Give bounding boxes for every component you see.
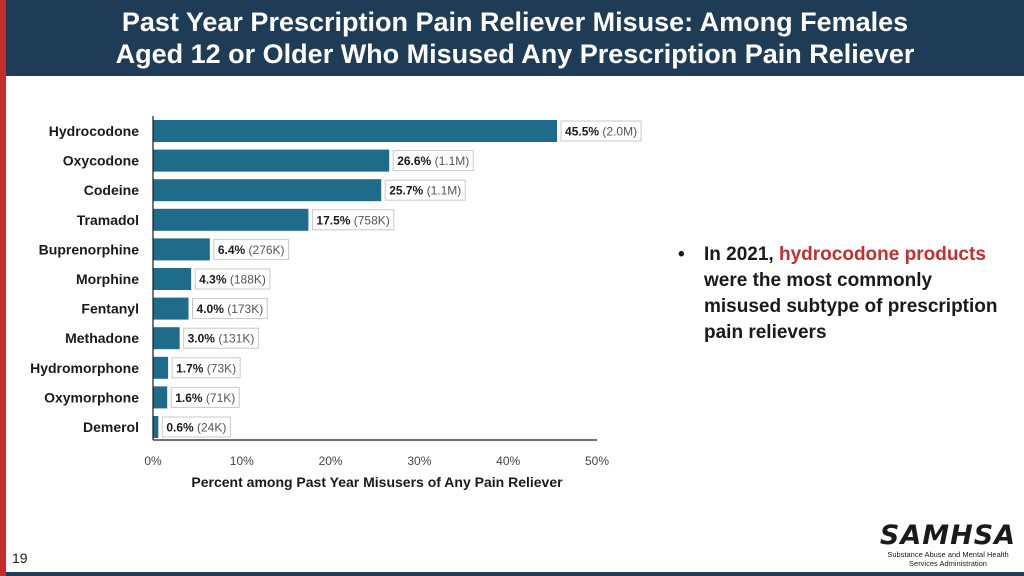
bullet-prefix: In 2021,: [704, 244, 779, 265]
data-label-percent-buprenorphine: 6.4%: [218, 243, 246, 257]
slide-header: Past Year Prescription Pain Reliever Mis…: [6, 0, 1024, 76]
category-label-tramadol: Tramadol: [77, 212, 139, 228]
bar-methadone: [153, 327, 180, 350]
data-label-percent-oxycodone: 26.6%: [397, 154, 431, 168]
logo-wordmark: SAMHSA: [879, 520, 1017, 551]
data-label-box-hydromorphone: [171, 357, 241, 379]
category-label-codeine: Codeine: [84, 182, 139, 198]
bottom-rule: [6, 572, 1024, 576]
data-label-count-oxymorphone: (71K): [203, 391, 236, 405]
bar-oxycodone: [153, 149, 390, 172]
x-tick-label-30: 30%: [407, 454, 431, 468]
data-label-morphine: 4.3% (188K): [199, 273, 266, 287]
data-label-box-demerol: [161, 416, 231, 438]
logo-tagline-line-1: Substance Abuse and Mental Health: [887, 550, 1009, 559]
category-label-fentanyl: Fentanyl: [81, 301, 139, 317]
x-tick-label-10: 10%: [230, 454, 254, 468]
data-label-percent-methadone: 3.0%: [188, 332, 216, 346]
bar-codeine: [153, 179, 382, 202]
data-label-box-methadone: [183, 327, 259, 349]
data-label-percent-hydrocodone: 45.5%: [565, 125, 599, 139]
slide-number: 19: [12, 550, 28, 566]
data-label-percent-codeine: 25.7%: [389, 184, 423, 198]
bar-demerol: [153, 416, 159, 438]
data-label-count-hydrocodone: (2.0M): [599, 125, 637, 139]
key-finding-bullet: • In 2021, hydrocodone products were the…: [678, 242, 1008, 346]
data-label-count-tramadol: (758K): [350, 213, 389, 227]
data-label-percent-morphine: 4.3%: [199, 273, 227, 287]
data-label-box-oxycodone: [392, 150, 474, 172]
data-label-percent-demerol: 0.6%: [166, 421, 194, 435]
category-label-hydromorphone: Hydromorphone: [30, 360, 139, 376]
data-label-box-oxymorphone: [170, 386, 240, 408]
bullet-text: In 2021, hydrocodone products were the m…: [704, 242, 1008, 346]
category-label-morphine: Morphine: [76, 271, 139, 287]
bullet-dot: •: [678, 244, 685, 265]
data-label-box-buprenorphine: [213, 238, 290, 260]
bar-tramadol: [153, 208, 309, 231]
data-label-percent-tramadol: 17.5%: [316, 213, 350, 227]
data-label-count-demerol: (24K): [194, 421, 227, 435]
data-label-oxycodone: 26.6% (1.1M): [397, 154, 469, 168]
bar-morphine: [153, 268, 192, 290]
data-label-buprenorphine: 6.4% (276K): [218, 243, 285, 257]
logo-tagline-line-2: Services Administration: [909, 559, 987, 568]
bullet-highlight: hydrocodone products: [779, 244, 986, 265]
category-label-buprenorphine: Buprenorphine: [39, 241, 140, 257]
data-label-count-methadone: (131K): [215, 332, 254, 346]
data-label-box-morphine: [194, 268, 271, 290]
data-label-fentanyl: 4.0% (173K): [197, 302, 264, 316]
data-label-percent-fentanyl: 4.0%: [197, 302, 225, 316]
data-label-hydromorphone: 1.7% (73K): [176, 361, 236, 375]
data-label-count-oxycodone: (1.1M): [431, 154, 469, 168]
x-tick-label-50: 50%: [585, 454, 609, 468]
bar-hydromorphone: [153, 356, 169, 379]
slide-title-line-1: Past Year Prescription Pain Reliever Mis…: [121, 7, 909, 37]
category-label-demerol: Demerol: [83, 419, 139, 435]
left-accent-bar: [0, 0, 6, 576]
data-label-tramadol: 17.5% (758K): [316, 213, 389, 227]
bar-hydrocodone: [153, 120, 558, 142]
data-label-box-fentanyl: [192, 298, 268, 320]
data-label-methadone: 3.0% (131K): [188, 332, 255, 346]
data-label-oxymorphone: 1.6% (71K): [175, 391, 235, 405]
bar-buprenorphine: [153, 238, 210, 261]
data-label-count-hydromorphone: (73K): [203, 361, 236, 375]
bullet-suffix: were the most commonly misused subtype o…: [704, 270, 998, 343]
data-label-box-tramadol: [311, 209, 395, 231]
category-label-oxycodone: Oxycodone: [63, 153, 139, 169]
data-label-percent-oxymorphone: 1.6%: [175, 391, 203, 405]
category-label-hydrocodone: Hydrocodone: [49, 123, 139, 139]
x-tick-label-40: 40%: [496, 454, 520, 468]
data-label-codeine: 25.7% (1.1M): [389, 184, 461, 198]
data-label-percent-hydromorphone: 1.7%: [176, 361, 204, 375]
slide-title-line-2: Aged 12 or Older Who Misused Any Prescri…: [115, 39, 915, 69]
category-label-oxymorphone: Oxymorphone: [44, 389, 139, 405]
data-label-count-fentanyl: (173K): [224, 302, 263, 316]
data-label-demerol: 0.6% (24K): [166, 421, 226, 435]
data-label-count-buprenorphine: (276K): [245, 243, 284, 257]
data-label-count-codeine: (1.1M): [423, 184, 461, 198]
data-label-count-morphine: (188K): [227, 273, 266, 287]
x-axis-title: Percent among Past Year Misusers of Any …: [191, 474, 563, 490]
x-tick-label-0: 0%: [144, 454, 162, 468]
data-label-hydrocodone: 45.5% (2.0M): [565, 125, 637, 139]
data-label-box-codeine: [384, 179, 466, 201]
x-tick-label-20: 20%: [319, 454, 343, 468]
bar-fentanyl: [153, 297, 189, 320]
data-label-box-hydrocodone: [560, 120, 642, 142]
bar-oxymorphone: [153, 386, 168, 409]
category-label-methadone: Methadone: [65, 330, 139, 346]
samhsa-logo: SAMHSA Substance Abuse and Mental Health…: [878, 520, 1018, 569]
